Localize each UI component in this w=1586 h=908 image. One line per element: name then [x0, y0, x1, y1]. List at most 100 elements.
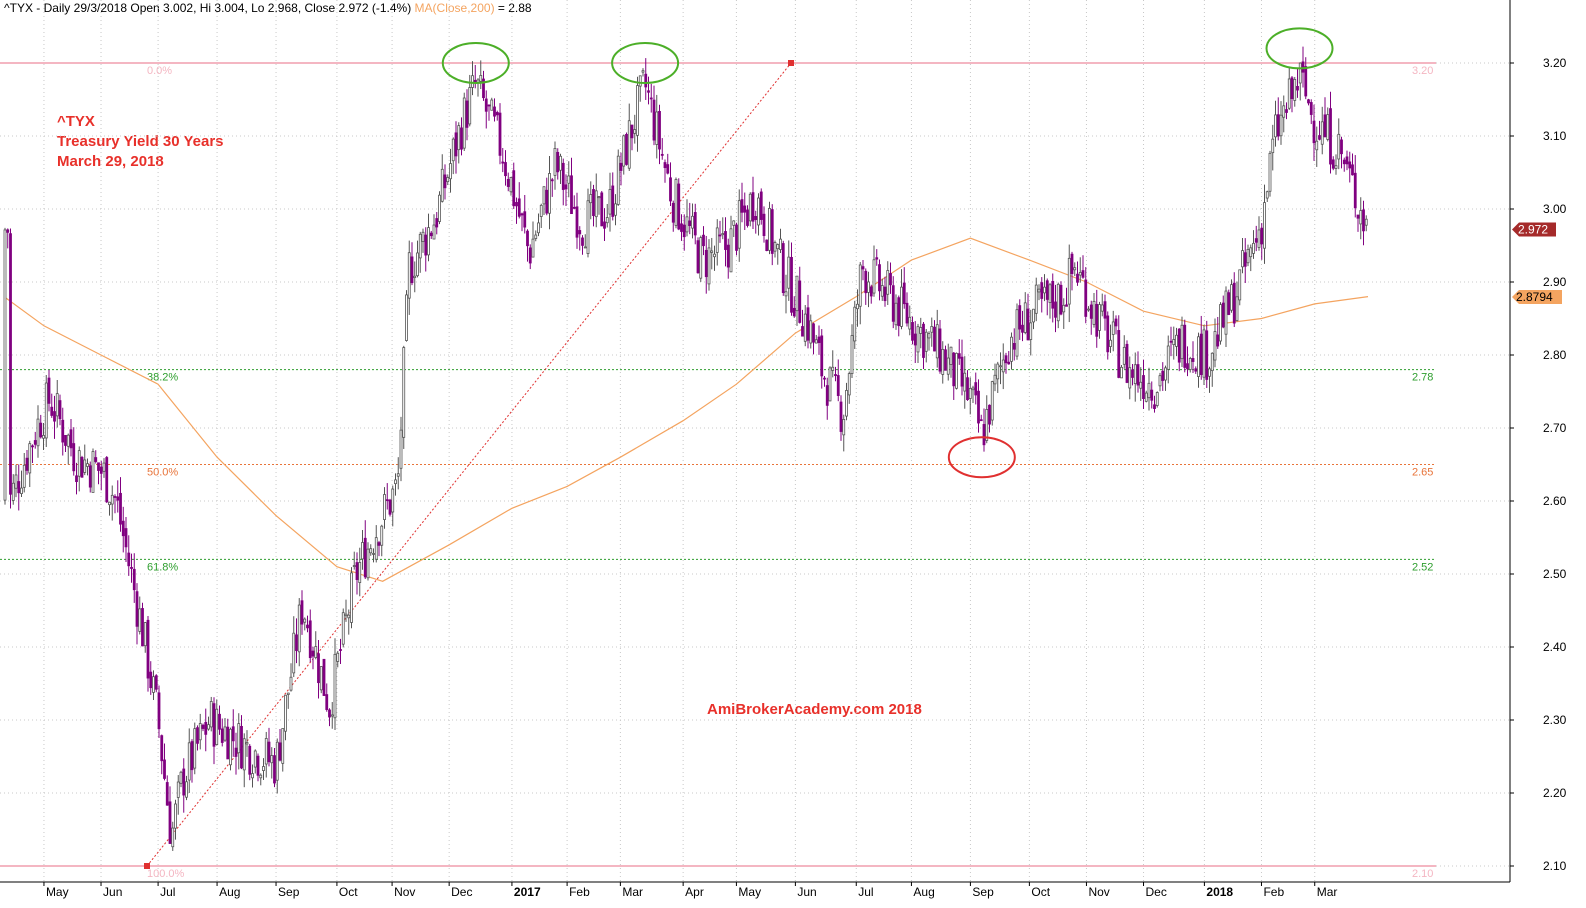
- candle: [702, 226, 705, 256]
- candle: [443, 164, 447, 200]
- candle-body: [993, 374, 997, 385]
- candle: [608, 172, 612, 232]
- candle-body: [671, 202, 675, 223]
- candle: [1144, 390, 1148, 403]
- candle-body: [1235, 296, 1239, 322]
- x-tick-label: Oct: [339, 885, 358, 899]
- candle: [845, 382, 848, 421]
- candle: [839, 395, 843, 441]
- candle-body: [1120, 366, 1123, 379]
- candle-body: [583, 246, 587, 249]
- candle: [116, 480, 120, 513]
- candle-body: [1219, 304, 1222, 342]
- candle-body: [1037, 288, 1041, 293]
- candle: [94, 450, 98, 464]
- candle: [944, 345, 947, 371]
- candle-body: [1177, 328, 1181, 363]
- candle: [1243, 238, 1247, 283]
- candle: [1100, 293, 1104, 317]
- candle: [1048, 282, 1052, 319]
- candle: [212, 697, 216, 765]
- candle-body: [754, 216, 758, 221]
- candle-body: [215, 708, 219, 745]
- candle: [1076, 261, 1079, 286]
- candle-body: [297, 604, 301, 653]
- candle: [605, 203, 609, 228]
- candle-body: [572, 206, 576, 209]
- candle-body: [641, 70, 645, 73]
- candle: [482, 70, 485, 101]
- candle-body: [638, 75, 642, 87]
- candle-body: [1329, 108, 1332, 165]
- fib-percent-label: 50.0%: [147, 467, 178, 479]
- candle: [160, 734, 164, 775]
- last-price-badge: [1512, 222, 1556, 237]
- candle-body: [933, 326, 936, 352]
- candle-body: [1320, 121, 1324, 145]
- candle: [97, 462, 100, 485]
- candle: [1304, 57, 1308, 100]
- candle: [462, 92, 466, 151]
- candle: [594, 173, 598, 228]
- candle: [292, 616, 296, 678]
- candle-body: [264, 738, 268, 765]
- candle-body: [707, 247, 711, 285]
- candle-body: [31, 445, 34, 448]
- candle: [163, 743, 166, 781]
- x-tick-label: Jun: [797, 885, 816, 899]
- candle: [20, 470, 23, 498]
- candle-body: [682, 224, 686, 238]
- candle: [1345, 150, 1349, 171]
- candle-body: [966, 377, 969, 401]
- candle-body: [1128, 367, 1132, 389]
- chart-header: ^TYX - Daily 29/3/2018 Open 3.002, Hi 3.…: [4, 1, 532, 15]
- candle-body: [930, 326, 934, 333]
- candle: [809, 314, 813, 349]
- candle-body: [688, 220, 692, 227]
- candle: [625, 132, 628, 166]
- candle: [803, 305, 807, 347]
- candle-body: [25, 457, 29, 471]
- candle-body: [33, 440, 37, 445]
- candle-body: [880, 285, 884, 297]
- candle-body: [858, 264, 862, 307]
- candle: [1359, 197, 1363, 240]
- candle: [25, 450, 29, 475]
- trendline-end-marker: [788, 60, 794, 66]
- candle: [72, 427, 76, 476]
- candle-body: [160, 735, 164, 762]
- candle-body: [600, 192, 604, 227]
- x-tick-label: Jul: [858, 885, 873, 899]
- candle-body: [1315, 140, 1319, 151]
- candle-body: [328, 709, 331, 718]
- candle-body: [685, 216, 689, 233]
- candle: [465, 89, 469, 141]
- candle: [627, 103, 631, 171]
- candle: [330, 702, 334, 729]
- candle: [641, 68, 645, 77]
- candle: [1117, 315, 1121, 379]
- candle-body: [847, 373, 851, 396]
- candle: [636, 76, 639, 152]
- candle-body: [1342, 159, 1346, 165]
- candle-body: [644, 73, 648, 88]
- candle-body: [1265, 191, 1269, 199]
- candle: [53, 395, 56, 439]
- candle: [157, 685, 161, 739]
- candle: [941, 341, 945, 384]
- candle-body: [273, 755, 276, 784]
- candle-body: [1307, 99, 1310, 104]
- candle-body: [820, 335, 824, 377]
- candle: [91, 448, 95, 493]
- candle: [253, 749, 257, 774]
- candle: [28, 440, 32, 488]
- candle: [1120, 365, 1123, 379]
- candle-body: [418, 233, 422, 259]
- candle-body: [396, 473, 400, 477]
- candle: [176, 775, 180, 815]
- candle-body: [438, 194, 441, 222]
- candle: [600, 190, 604, 227]
- candle-body: [817, 336, 821, 343]
- candle: [1106, 311, 1110, 360]
- candle: [740, 182, 744, 223]
